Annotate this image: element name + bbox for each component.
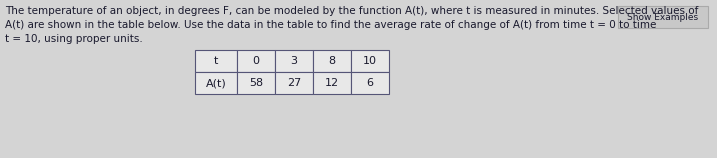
Text: t = 10, using proper units.: t = 10, using proper units. bbox=[5, 34, 143, 44]
Text: 10: 10 bbox=[363, 56, 377, 66]
Bar bbox=[195, 72, 237, 94]
Bar bbox=[313, 72, 351, 94]
Text: Show Examples: Show Examples bbox=[627, 12, 698, 21]
Text: 12: 12 bbox=[325, 78, 339, 88]
Bar bbox=[351, 50, 389, 72]
Text: 3: 3 bbox=[290, 56, 298, 66]
Text: The temperature of an object, in degrees F, can be modeled by the function A(t),: The temperature of an object, in degrees… bbox=[5, 6, 698, 16]
Bar bbox=[351, 72, 389, 94]
Bar bbox=[313, 50, 351, 72]
Text: 8: 8 bbox=[328, 56, 336, 66]
Text: 58: 58 bbox=[249, 78, 263, 88]
Bar bbox=[275, 72, 313, 94]
Bar bbox=[237, 72, 275, 94]
Bar bbox=[237, 50, 275, 72]
Text: t: t bbox=[214, 56, 218, 66]
Bar bbox=[275, 50, 313, 72]
Text: 0: 0 bbox=[252, 56, 260, 66]
Bar bbox=[195, 50, 237, 72]
Text: 6: 6 bbox=[366, 78, 374, 88]
FancyBboxPatch shape bbox=[618, 6, 708, 28]
Text: A(t): A(t) bbox=[206, 78, 227, 88]
Text: 27: 27 bbox=[287, 78, 301, 88]
Text: A(t) are shown in the table below. Use the data in the table to find the average: A(t) are shown in the table below. Use t… bbox=[5, 20, 656, 30]
